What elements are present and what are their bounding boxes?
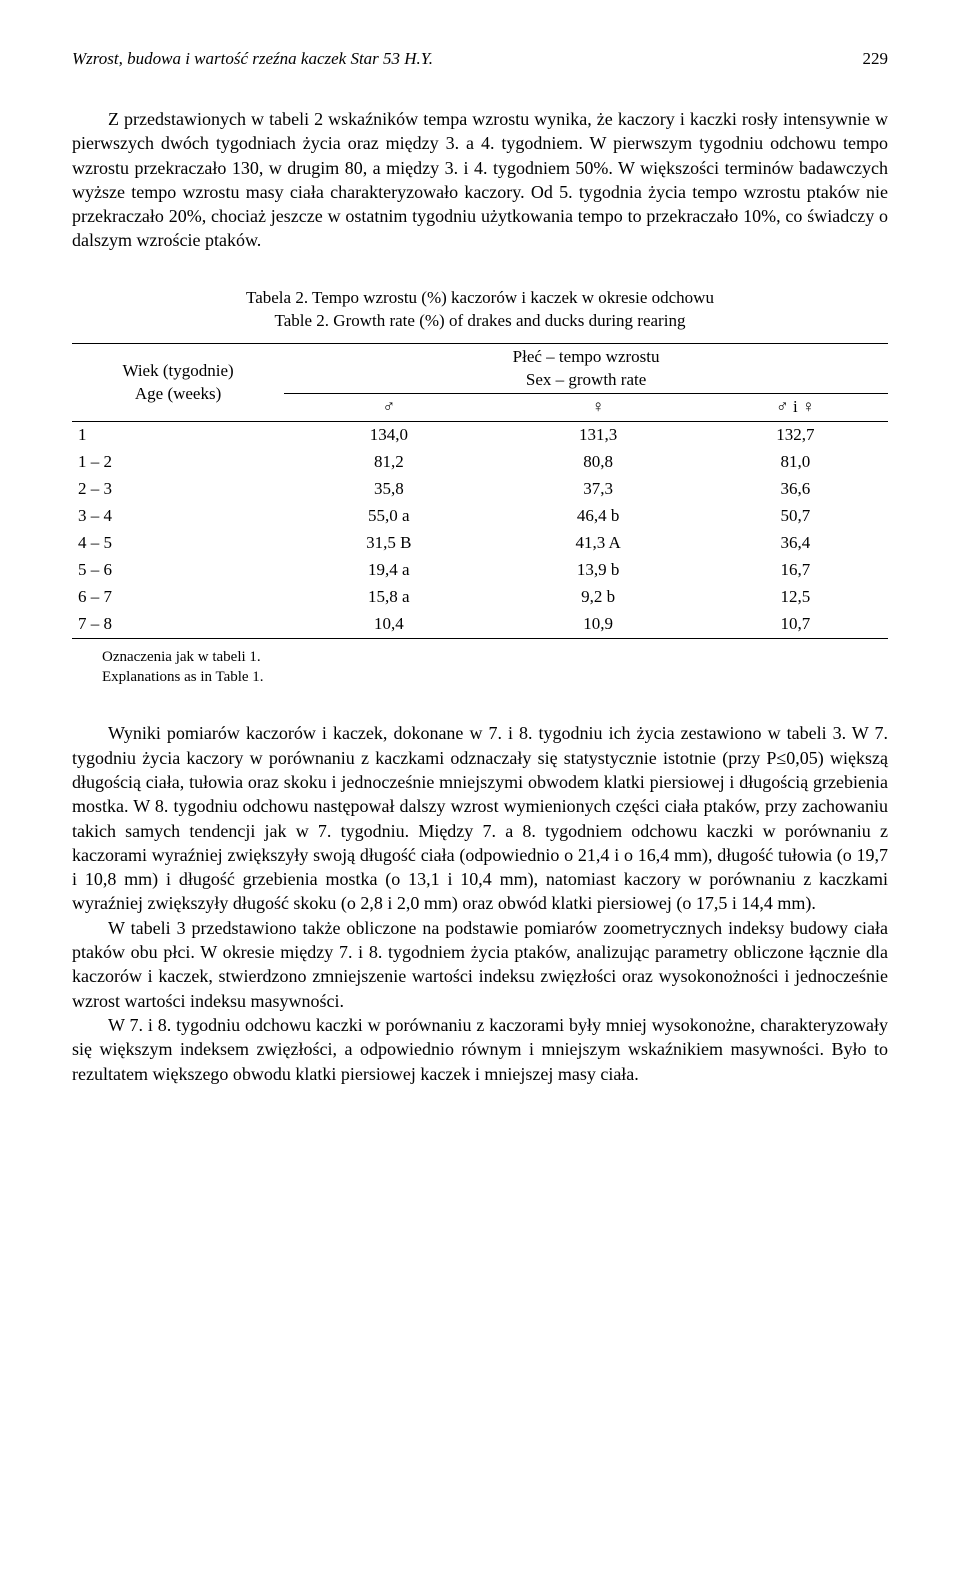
rowhead-en: Age (weeks) — [78, 383, 278, 406]
growth-rate-table: Wiek (tygodnie) Age (weeks) Płeć – tempo… — [72, 343, 888, 639]
table-row: 2 – 3 35,8 37,3 36,6 — [72, 476, 888, 503]
cell: 36,4 — [703, 530, 888, 557]
cell: 10,7 — [703, 611, 888, 638]
table-row: 3 – 4 55,0 a 46,4 b 50,7 — [72, 503, 888, 530]
table-caption-pl: Tabela 2. Tempo wzrostu (%) kaczorów i k… — [72, 287, 888, 310]
footnote-pl: Oznaczenia jak w tabeli 1. — [102, 647, 888, 667]
cell: 35,8 — [284, 476, 493, 503]
footnote-en: Explanations as in Table 1. — [102, 667, 888, 687]
page-number: 229 — [863, 48, 889, 71]
cell: 131,3 — [493, 422, 702, 449]
paragraph-3: W tabeli 3 przedstawiono także obliczone… — [72, 916, 888, 1013]
cell: 41,3 A — [493, 530, 702, 557]
cell: 31,5 B — [284, 530, 493, 557]
running-title: Wzrost, budowa i wartość rzeźna kaczek S… — [72, 48, 433, 71]
paragraph-4: W 7. i 8. tygodniu odchowu kaczki w poró… — [72, 1013, 888, 1086]
cell: 10,4 — [284, 611, 493, 638]
col-female: ♀ — [493, 394, 702, 421]
paragraph-1: Z przedstawionych w tabeli 2 wskaźników … — [72, 107, 888, 253]
table-row: 7 – 8 10,4 10,9 10,7 — [72, 611, 888, 638]
cell: 50,7 — [703, 503, 888, 530]
row-label: 4 – 5 — [72, 530, 284, 557]
cell: 19,4 a — [284, 557, 493, 584]
cell: 36,6 — [703, 476, 888, 503]
col-both: ♂ i ♀ — [703, 394, 888, 421]
cell: 13,9 b — [493, 557, 702, 584]
cell: 15,8 a — [284, 584, 493, 611]
cell: 9,2 b — [493, 584, 702, 611]
cell: 81,2 — [284, 449, 493, 476]
table-colhead: Płeć – tempo wzrostu Sex – growth rate — [284, 343, 888, 394]
row-label: 3 – 4 — [72, 503, 284, 530]
table-row: 6 – 7 15,8 a 9,2 b 12,5 — [72, 584, 888, 611]
row-label: 7 – 8 — [72, 611, 284, 638]
paragraph-2: Wyniki pomiarów kaczorów i kaczek, dokon… — [72, 721, 888, 915]
colhead-pl: Płeć – tempo wzrostu — [290, 346, 882, 369]
cell: 134,0 — [284, 422, 493, 449]
table-footnote: Oznaczenia jak w tabeli 1. Explanations … — [102, 647, 888, 688]
col-male: ♂ — [284, 394, 493, 421]
table-row: 5 – 6 19,4 a 13,9 b 16,7 — [72, 557, 888, 584]
cell: 16,7 — [703, 557, 888, 584]
table-rowhead: Wiek (tygodnie) Age (weeks) — [72, 343, 284, 422]
rowhead-pl: Wiek (tygodnie) — [78, 360, 278, 383]
row-label: 2 – 3 — [72, 476, 284, 503]
table-row: 1 134,0 131,3 132,7 — [72, 422, 888, 449]
table-caption-en: Table 2. Growth rate (%) of drakes and d… — [72, 310, 888, 333]
cell: 80,8 — [493, 449, 702, 476]
row-label: 5 – 6 — [72, 557, 284, 584]
row-label: 1 – 2 — [72, 449, 284, 476]
table-row: 1 – 2 81,2 80,8 81,0 — [72, 449, 888, 476]
cell: 55,0 a — [284, 503, 493, 530]
cell: 46,4 b — [493, 503, 702, 530]
cell: 12,5 — [703, 584, 888, 611]
cell: 132,7 — [703, 422, 888, 449]
row-label: 6 – 7 — [72, 584, 284, 611]
cell: 37,3 — [493, 476, 702, 503]
colhead-en: Sex – growth rate — [290, 369, 882, 392]
running-header: Wzrost, budowa i wartość rzeźna kaczek S… — [72, 48, 888, 71]
row-label: 1 — [72, 422, 284, 449]
cell: 81,0 — [703, 449, 888, 476]
cell: 10,9 — [493, 611, 702, 638]
table-row: 4 – 5 31,5 B 41,3 A 36,4 — [72, 530, 888, 557]
